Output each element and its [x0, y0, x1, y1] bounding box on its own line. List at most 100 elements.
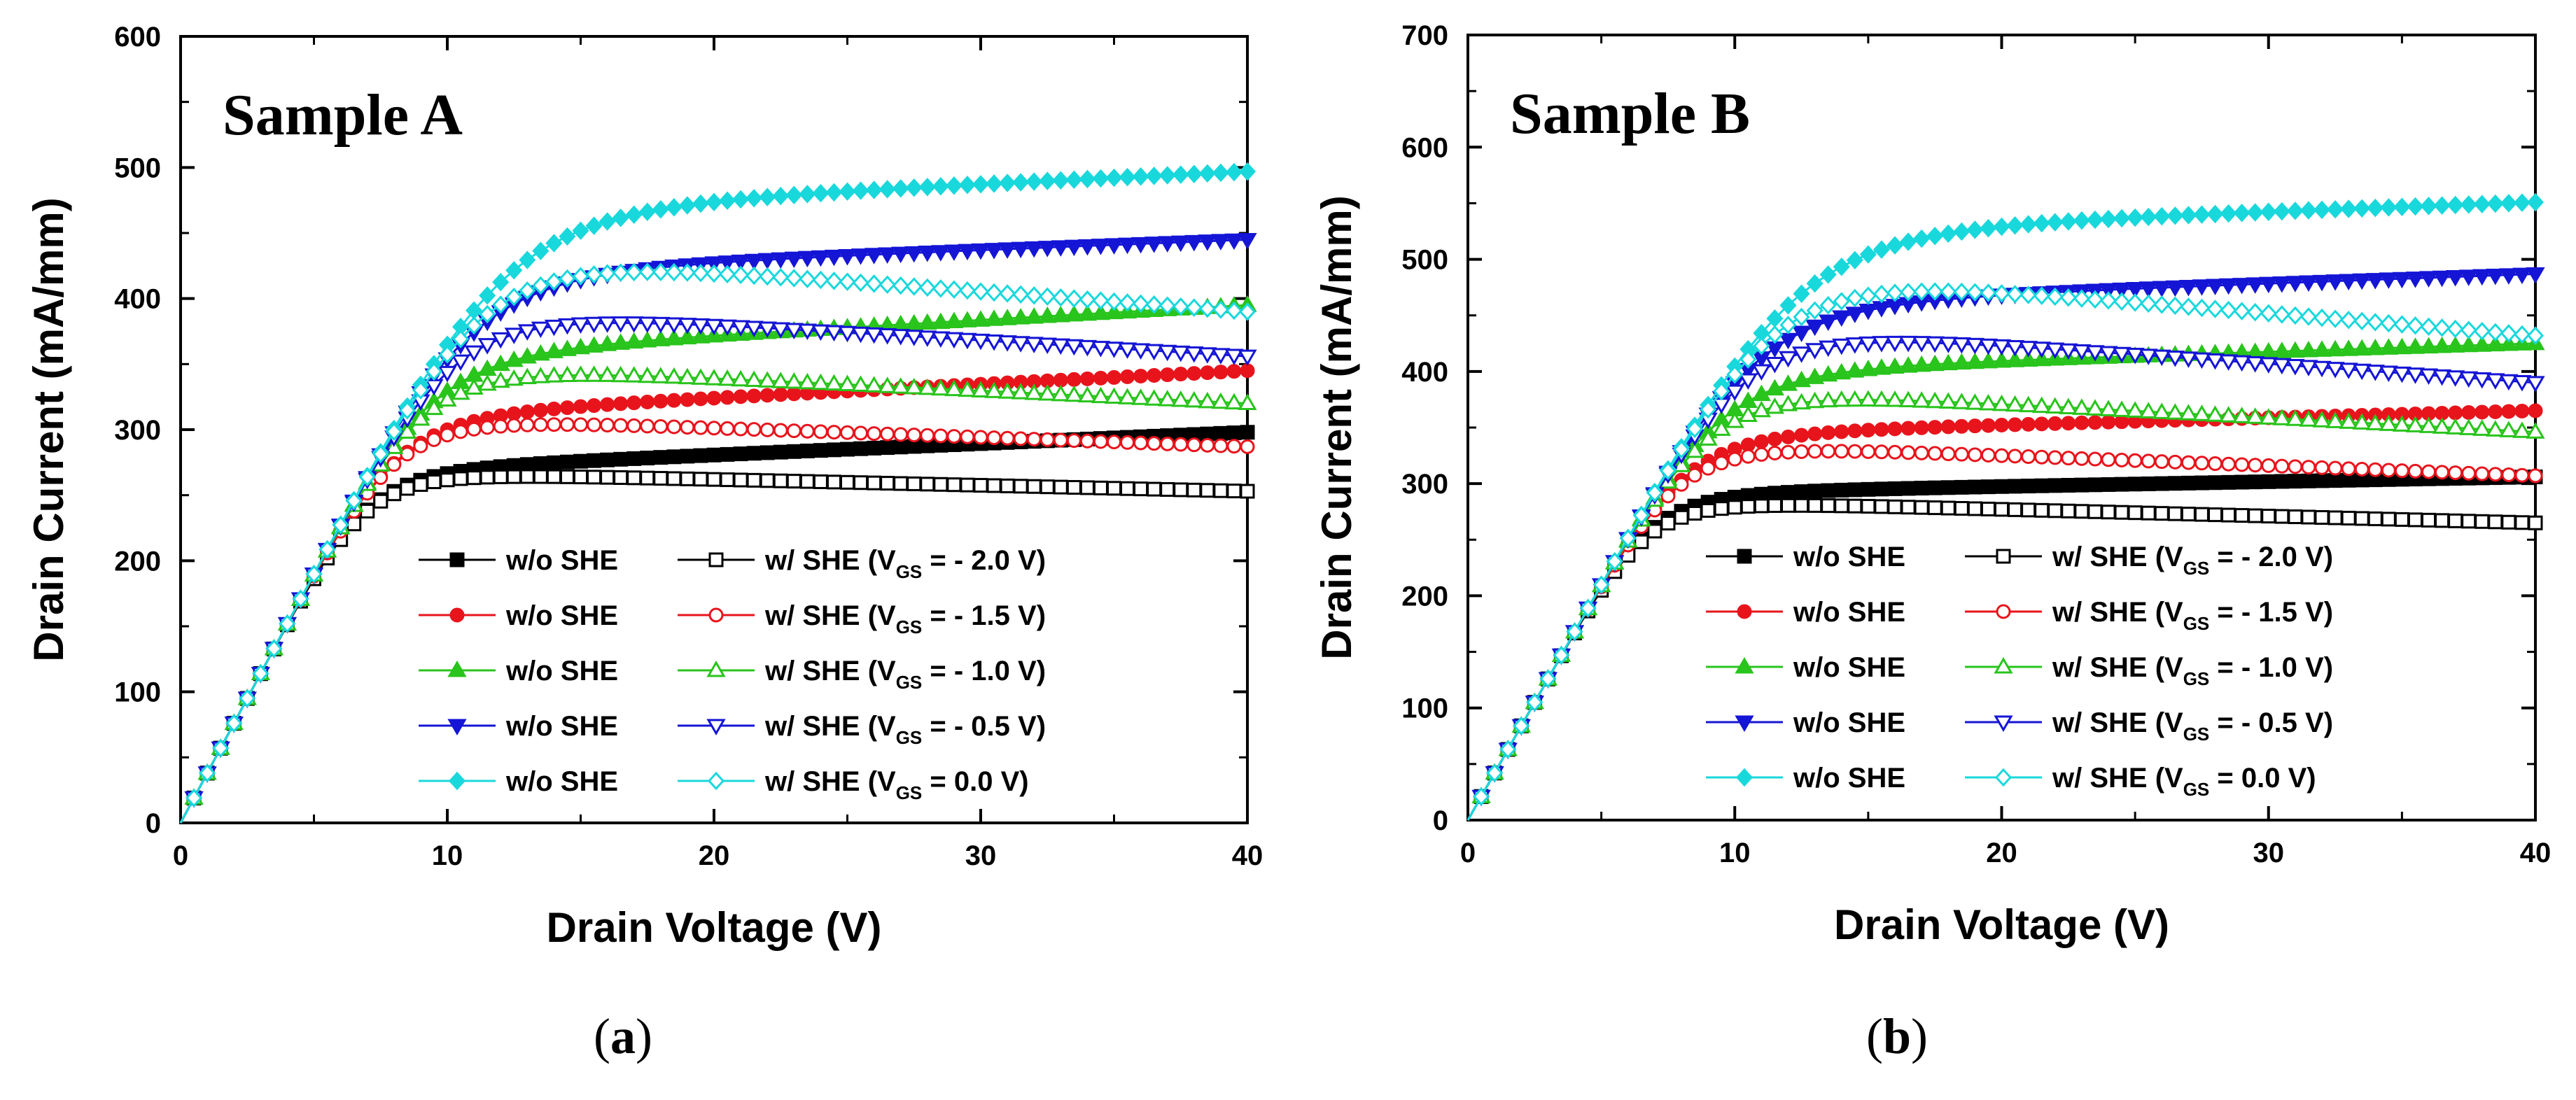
data-point: [786, 444, 802, 459]
data-point: [597, 365, 617, 382]
data-point: [546, 469, 561, 484]
data-point: [1714, 501, 1729, 516]
data-point: [506, 469, 522, 484]
data-point: [2248, 458, 2263, 473]
data-point: [2034, 502, 2050, 518]
data-point: [2301, 473, 2316, 488]
data-point: [1105, 168, 1123, 188]
legend-label: w/ SHE (VGS = - 2.0 V): [2052, 542, 2333, 579]
data-point: [252, 664, 270, 683]
data-point: [2138, 281, 2158, 298]
data-point: [626, 451, 642, 466]
data-point: [1938, 353, 1958, 371]
data-point: [931, 331, 951, 348]
data-point: [1000, 430, 1015, 446]
data-point: [1037, 241, 1057, 258]
data-point: [1778, 332, 1798, 350]
data-point: [613, 418, 629, 433]
data-point: [2021, 502, 2036, 518]
data-point: [2154, 476, 2169, 491]
legend-label: w/o SHE: [1793, 652, 1905, 683]
data-point: [1953, 222, 1970, 241]
x-axis-label: Drain Voltage (V): [547, 904, 882, 951]
data-point: [570, 365, 591, 382]
data-point: [2099, 283, 2118, 300]
data-point: [1120, 435, 1135, 450]
data-point: [853, 441, 869, 456]
data-point: [1066, 480, 1082, 495]
data-point: [1751, 364, 1771, 381]
data-point: [1847, 423, 1863, 439]
data-point: [587, 453, 602, 468]
data-point: [1847, 482, 1863, 498]
data-point: [492, 272, 510, 292]
data-point: [559, 417, 575, 432]
data-point: [2047, 503, 2063, 519]
data-point: [1767, 486, 1782, 501]
legend-item: w/ SHE (VGS = - 1.5 V): [1965, 597, 2333, 634]
data-point: [2008, 479, 2023, 494]
data-point: [2138, 348, 2158, 365]
data-point: [1778, 374, 1798, 391]
chart-title: Sample A: [223, 83, 463, 148]
data-point: [570, 317, 591, 334]
data-point: [906, 476, 922, 491]
data-point: [706, 421, 722, 436]
data-point: [893, 476, 909, 491]
data-point: [2407, 197, 2424, 216]
y-tick-label: 100: [1401, 693, 1448, 724]
data-point: [2339, 274, 2358, 290]
data-point: [597, 334, 617, 351]
data-point: [918, 330, 937, 347]
data-point: [373, 493, 388, 509]
data-point: [1104, 341, 1124, 358]
data-point: [2154, 506, 2169, 521]
data-point: [931, 245, 951, 262]
data-point: [1053, 479, 1068, 495]
data-point: [972, 175, 990, 194]
legend-marker: [1735, 768, 1754, 787]
data-point: [1980, 218, 1997, 238]
series-without-she-vgs-0.5: [1466, 267, 2545, 821]
data-point: [1993, 284, 2010, 303]
data-point: [1938, 392, 1958, 409]
data-point: [2499, 421, 2519, 437]
data-point: [1751, 400, 1771, 418]
data-point: [532, 276, 550, 295]
data-point: [2339, 362, 2358, 379]
data-point: [1806, 301, 1823, 320]
data-point: [1965, 393, 1984, 410]
data-point: [2300, 201, 2317, 220]
data-point: [2165, 280, 2185, 297]
data-point: [2472, 372, 2492, 389]
data-point: [546, 401, 561, 416]
data-point: [1900, 481, 1916, 496]
data-point: [693, 391, 708, 407]
data-point: [2208, 475, 2222, 491]
data-point: [746, 446, 762, 461]
data-point: [2432, 270, 2452, 288]
data-point: [2194, 475, 2209, 491]
data-point: [2099, 209, 2118, 229]
data-point: [2288, 509, 2303, 525]
legend-item: w/ SHE (VGS = - 1.5 V): [678, 600, 1046, 637]
data-point: [451, 383, 470, 400]
data-point: [1105, 292, 1123, 311]
data-point: [1687, 467, 1702, 483]
data-point: [1145, 295, 1163, 314]
data-point: [693, 420, 708, 435]
data-point: [519, 251, 536, 269]
data-point: [1952, 353, 1971, 370]
data-point: [400, 481, 415, 496]
data-point: [666, 419, 682, 435]
data-point: [517, 367, 537, 385]
data-point: [797, 372, 817, 390]
data-point: [692, 194, 709, 213]
data-point: [2528, 403, 2543, 418]
data-point: [438, 365, 457, 383]
data-point: [638, 262, 656, 281]
data-point: [1526, 693, 1544, 712]
data-point: [920, 477, 935, 492]
data-point: [1171, 390, 1191, 407]
